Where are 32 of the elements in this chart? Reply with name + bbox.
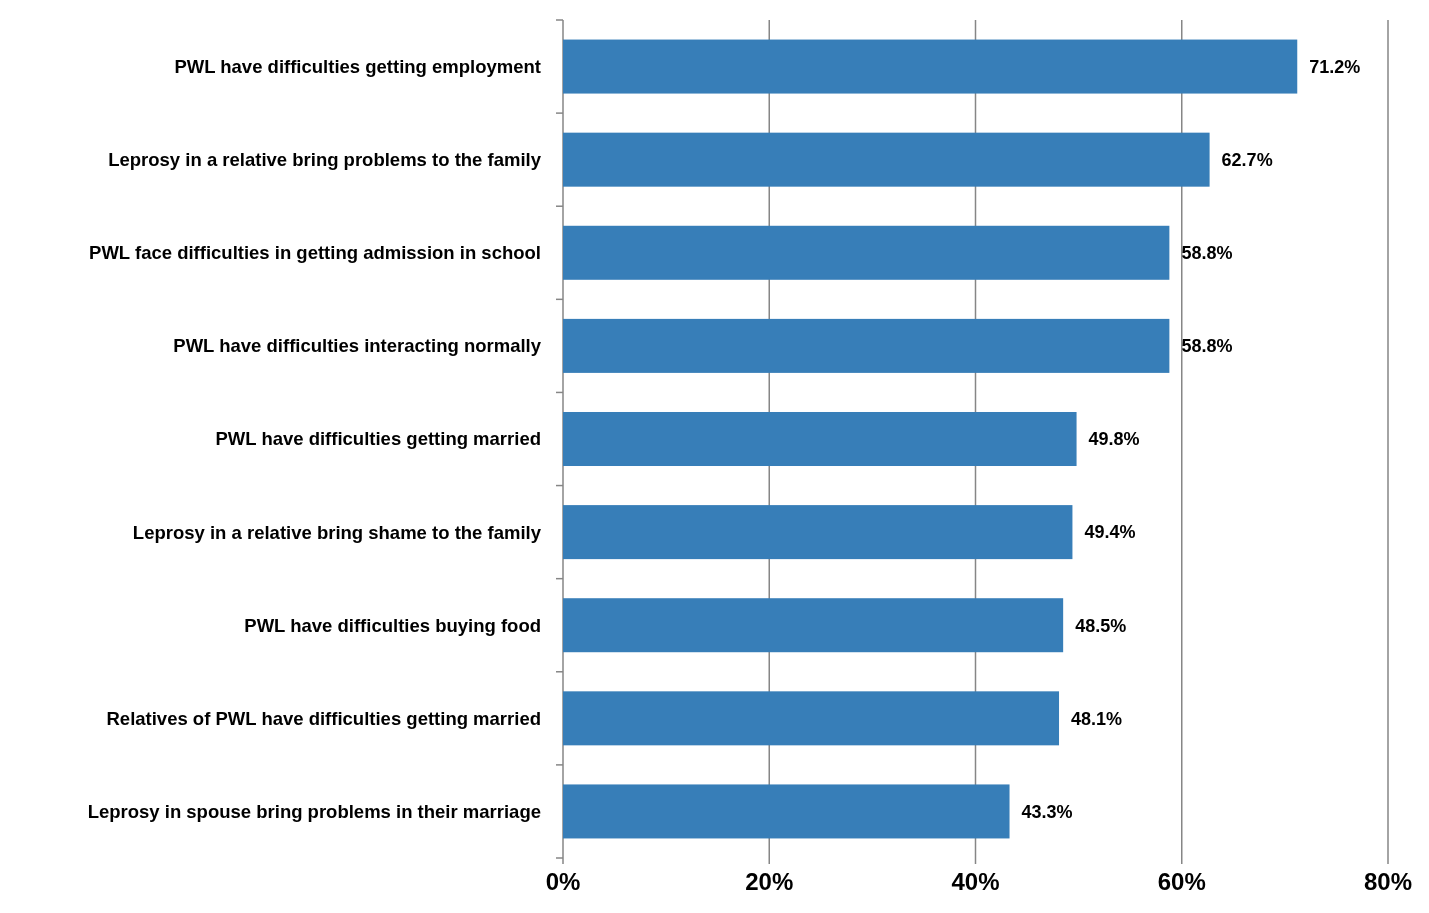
y-tick-label: Leprosy in a relative bring shame to the family xyxy=(132,521,542,543)
bar xyxy=(563,598,1064,653)
x-tick-label: 20% xyxy=(745,868,794,895)
bar xyxy=(563,318,1170,373)
x-tick-label: 0% xyxy=(545,868,581,895)
y-tick-label: Relatives of PWL have difficulties getting married xyxy=(106,707,541,729)
data-label: 43.3% xyxy=(1021,801,1073,822)
y-tick-label: PWL face difficulties in getting admission in school xyxy=(89,242,541,264)
data-label: 48.5% xyxy=(1075,615,1127,636)
data-label: 71.2% xyxy=(1309,56,1361,77)
data-label: 62.7% xyxy=(1221,149,1273,170)
y-tick-label: Leprosy in a relative bring problems to the family xyxy=(108,149,542,171)
bar xyxy=(563,505,1073,560)
bar xyxy=(563,784,1010,839)
data-label: 49.4% xyxy=(1084,522,1136,543)
y-tick-label: PWL have difficulties buying food xyxy=(244,614,541,636)
bar xyxy=(563,691,1060,746)
x-tick-label: 60% xyxy=(1157,868,1206,895)
data-label: 48.1% xyxy=(1071,708,1123,729)
y-tick-label: PWL have difficulties getting married xyxy=(215,428,541,450)
y-tick-label: Leprosy in spouse bring problems in their marriage xyxy=(87,800,541,822)
bar xyxy=(563,132,1210,187)
data-label: 58.8% xyxy=(1181,336,1233,357)
bar xyxy=(563,412,1077,466)
y-tick-label: PWL have difficulties interacting normally xyxy=(173,335,542,357)
x-tick-label: 40% xyxy=(951,868,1000,895)
bar xyxy=(563,225,1170,280)
y-tick-label: PWL have difficulties getting employment xyxy=(174,56,541,78)
data-label: 49.8% xyxy=(1088,429,1140,450)
x-tick-label: 80% xyxy=(1363,868,1413,895)
bar xyxy=(563,39,1298,94)
data-label: 58.8% xyxy=(1181,243,1233,264)
